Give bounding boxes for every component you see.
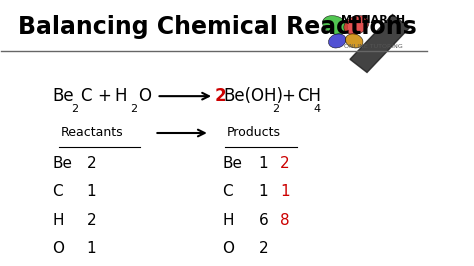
Polygon shape (350, 15, 410, 72)
Text: 1: 1 (259, 156, 268, 171)
Text: 1: 1 (259, 184, 268, 199)
Text: +: + (281, 87, 295, 105)
Text: 4: 4 (314, 104, 321, 114)
Text: Be(OH): Be(OH) (223, 87, 283, 105)
Text: CH: CH (297, 87, 321, 105)
Ellipse shape (344, 16, 369, 35)
Text: 2: 2 (130, 104, 137, 114)
Text: 2: 2 (86, 156, 96, 171)
Text: 2: 2 (215, 87, 227, 105)
Text: +: + (97, 87, 111, 105)
Text: Products: Products (227, 127, 281, 139)
Text: H: H (114, 87, 127, 105)
Text: 2: 2 (280, 156, 290, 171)
Text: O: O (222, 241, 235, 256)
Text: Be: Be (222, 156, 243, 171)
Text: 8: 8 (280, 213, 290, 228)
Text: ONLINE TUTORING: ONLINE TUTORING (344, 44, 403, 48)
Text: 2: 2 (86, 213, 96, 228)
Text: 1: 1 (86, 184, 96, 199)
Text: 6: 6 (259, 213, 268, 228)
Text: Be: Be (53, 87, 74, 105)
Text: C: C (53, 184, 63, 199)
Text: C: C (222, 184, 233, 199)
Text: O: O (138, 87, 151, 105)
Text: 2: 2 (273, 104, 280, 114)
Ellipse shape (323, 16, 347, 35)
Text: 1: 1 (86, 241, 96, 256)
Text: H: H (222, 213, 234, 228)
Ellipse shape (346, 34, 363, 48)
Ellipse shape (328, 34, 346, 48)
Text: O: O (53, 241, 64, 256)
Text: 2: 2 (259, 241, 268, 256)
Text: 2: 2 (71, 104, 78, 114)
Text: Reactants: Reactants (61, 127, 124, 139)
Text: Be: Be (53, 156, 73, 171)
Text: 1: 1 (280, 184, 290, 199)
Text: Balancing Chemical Reactions: Balancing Chemical Reactions (18, 15, 417, 39)
Text: H: H (53, 213, 64, 228)
Text: C: C (80, 87, 91, 105)
Text: MONARCH: MONARCH (341, 15, 405, 24)
